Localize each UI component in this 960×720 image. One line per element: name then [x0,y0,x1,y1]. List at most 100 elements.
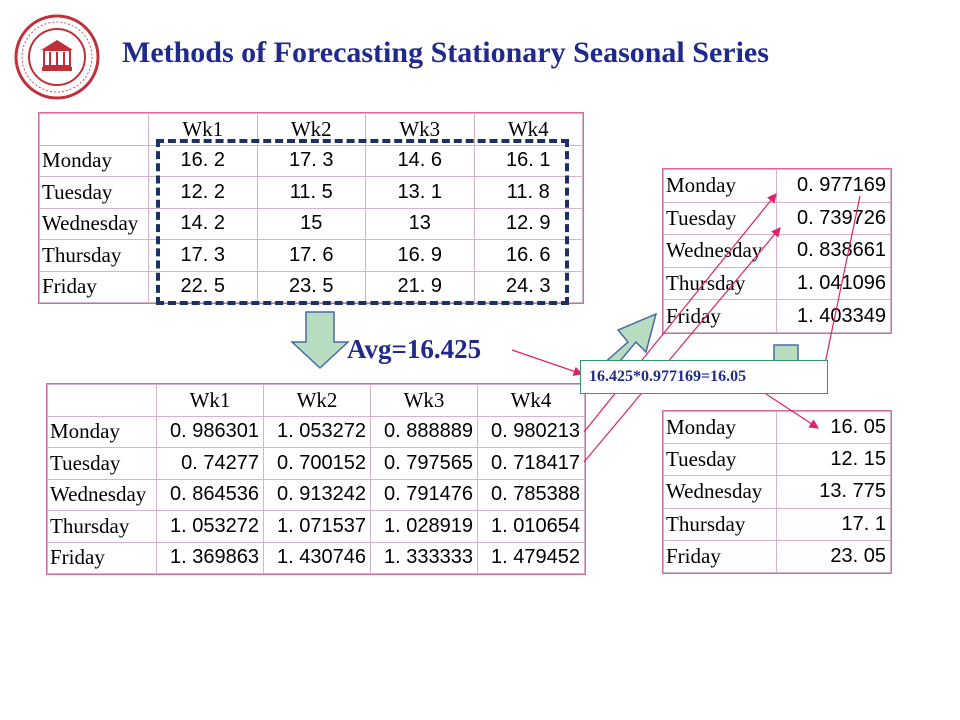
table-row: Friday 1. 403349 [663,299,891,333]
table-cell: 11. 5 [256,176,366,209]
table-cell: 1. 028919 [370,510,478,543]
table-cell: 12. 2 [148,176,258,209]
table-cell: 16. 2 [148,144,258,177]
table-cell: 1. 041096 [776,266,891,301]
table-cell: 23. 05 [776,539,891,574]
table-row: Monday 16. 05 [663,410,891,445]
table-cell: 16. 1 [473,144,583,177]
table-cell: 0. 977169 [776,169,891,203]
row-label: Tuesday [663,443,777,477]
row-label: Friday [663,539,777,574]
table-row: Friday 1. 369863 1. 430746 1. 333333 1. … [47,541,585,574]
table-row: Wednesday 0. 864536 0. 913242 0. 791476 … [47,478,585,511]
table-row: Tuesday 12. 15 [663,443,891,477]
row-label: Monday [47,415,157,448]
table-row: Thursday 1. 041096 [663,266,891,301]
table-cell: 0. 700152 [263,447,371,480]
header-wk2: Wk2 [256,113,366,146]
table-cell: 0. 888889 [370,415,478,448]
table-cell: 0. 864536 [156,478,264,511]
row-label: Monday [663,410,777,445]
table-cell: 17. 3 [256,144,366,177]
ratio-table: Wk1 Wk2 Wk3 Wk4 Monday 0. 986301 1. 0532… [46,383,586,575]
row-label: Monday [39,144,149,177]
table-cell: 16. 05 [776,410,891,445]
row-label: Wednesday [663,475,777,509]
slide-title: Methods of Forecasting Stationary Season… [122,36,769,69]
table-cell: 17. 3 [148,239,258,272]
row-label: Thursday [47,510,157,543]
table-row: Thursday 1. 053272 1. 071537 1. 028919 1… [47,510,585,543]
header-wk4: Wk4 [473,113,583,146]
table-cell: 17. 1 [776,507,891,541]
table-header-row: Wk1 Wk2 Wk3 Wk4 [47,384,585,417]
table-cell: 16. 9 [365,239,475,272]
row-label: Friday [663,299,777,333]
table-cell: 11. 8 [473,176,583,209]
table-cell: 21. 9 [365,270,475,303]
table-cell: 23. 5 [256,270,366,303]
table-row: Wednesday 13. 775 [663,475,891,509]
forecast-table: Monday 16. 05 Tuesday 12. 15 Wednesday 1… [662,410,892,574]
table-cell: 22. 5 [148,270,258,303]
table-cell: 12. 9 [473,207,583,240]
table-cell: 1. 053272 [156,510,264,543]
table-cell: 1. 479452 [477,541,585,574]
table-row: Monday 16. 2 17. 3 14. 6 16. 1 [39,144,583,177]
table-cell: 16. 6 [473,239,583,272]
row-label: Wednesday [663,234,777,268]
table-cell: 0. 986301 [156,415,264,448]
row-label: Thursday [663,266,777,301]
seasonal-index-table: Monday 0. 977169 Tuesday 0. 739726 Wedne… [662,168,892,334]
corner-cell [47,384,157,417]
table-cell: 1. 053272 [263,415,371,448]
raw-data-table: Wk1 Wk2 Wk3 Wk4 Monday 16. 2 17. 3 14. 6… [38,112,584,304]
table-cell: 1. 369863 [156,541,264,574]
header-wk2: Wk2 [263,384,371,417]
table-row: Friday 23. 05 [663,539,891,574]
table-cell: 14. 6 [365,144,475,177]
table-cell: 24. 3 [473,270,583,303]
table-header-row: Wk1 Wk2 Wk3 Wk4 [39,113,583,146]
row-label: Friday [39,270,149,303]
table-cell: 0. 785388 [477,478,585,511]
header-wk3: Wk3 [365,113,475,146]
table-cell: 0. 718417 [477,447,585,480]
row-label: Wednesday [39,207,149,240]
table-row: Tuesday 12. 2 11. 5 13. 1 11. 8 [39,176,583,209]
university-seal-logo [14,14,100,100]
table-cell: 1. 430746 [263,541,371,574]
table-cell: 13. 775 [776,475,891,509]
table-cell: 1. 403349 [776,299,891,333]
row-label: Tuesday [663,201,777,236]
table-cell: 0. 980213 [477,415,585,448]
header-wk1: Wk1 [148,113,258,146]
table-row: Wednesday 0. 838661 [663,234,891,268]
row-label: Thursday [663,507,777,541]
table-row: Friday 22. 5 23. 5 21. 9 24. 3 [39,270,583,303]
table-row: Tuesday 0. 74277 0. 700152 0. 797565 0. … [47,447,585,480]
corner-cell [39,113,149,146]
table-cell: 1. 071537 [263,510,371,543]
row-label: Wednesday [47,478,157,511]
table-cell: 15 [256,207,366,240]
table-row: Thursday 17. 1 [663,507,891,541]
table-row: Monday 0. 977169 [663,169,891,203]
row-label: Monday [663,169,777,203]
header-wk1: Wk1 [156,384,264,417]
row-label: Thursday [39,239,149,272]
row-label: Tuesday [47,447,157,480]
row-label: Tuesday [39,176,149,209]
table-row: Wednesday 14. 2 15 13 12. 9 [39,207,583,240]
down-block-arrow-icon [290,311,350,370]
table-cell: 0. 74277 [156,447,264,480]
connector-line [511,349,584,376]
table-cell: 1. 333333 [370,541,478,574]
calculation-box: 16.425*0.977169=16.05 [580,360,828,394]
table-cell: 0. 791476 [370,478,478,511]
header-wk4: Wk4 [477,384,585,417]
average-label: Avg=16.425 [347,334,482,364]
table-cell: 0. 739726 [776,201,891,236]
table-cell: 0. 913242 [263,478,371,511]
table-row: Monday 0. 986301 1. 053272 0. 888889 0. … [47,415,585,448]
